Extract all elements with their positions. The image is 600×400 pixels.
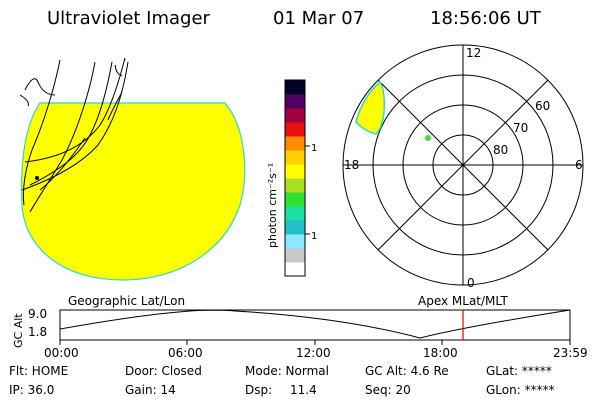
geographic-label: Geographic Lat/Lon [68,294,186,308]
status-glon: GLon: ***** [486,383,555,397]
status-gain: Gain: 14 [125,383,176,397]
status-glat: GLat: ***** [486,364,552,378]
mlt-label-18: 18 [344,158,359,172]
status-gcalt: GC Alt: 4.6 Re [365,364,449,378]
timeline-tick-0600: 06:00 [168,346,203,360]
colorbar-cell [285,220,305,235]
altitude-curve [59,309,571,339]
colorbar-cell [285,136,305,151]
auroral-image-region [21,102,246,281]
mlt-label-6: 6 [575,158,583,172]
timeline-axis-title: GC Alt [12,313,25,348]
timeline-ymin: 1.8 [28,325,47,339]
auroral-spot [425,135,431,141]
colorbar-cell [285,206,305,221]
status-dsp-label: Dsp: [245,383,273,397]
colorbar-cell [285,94,305,109]
timeline-tick-1800: 18:00 [423,346,458,360]
instrument-title: Ultraviolet Imager [47,8,210,29]
status-seq: Seq: 20 [365,383,411,397]
colorbar-tick-100: 100 [311,143,318,154]
auroral-oval-patch [355,80,385,135]
colorbar-cell [285,108,305,123]
date-label: 01 Mar 07 [273,8,365,29]
geographic-image [19,57,246,281]
mlat-label-70: 70 [513,121,528,135]
coastline-lines [19,57,129,213]
timeline-tick-2359: 23:59 [553,346,588,360]
timeline-tick-0000: 00:00 [44,346,79,360]
status-ip: IP: 36.0 [9,383,55,397]
colorbar-unit-label: photon cm⁻²s⁻¹ [266,163,279,248]
polar-grid [342,44,584,286]
color-scale: 100 10 photon cm⁻²s⁻¹ [266,79,318,277]
colorbar-cell [285,262,305,277]
polar-plot: 12 18 6 0 60 70 80 [342,44,584,290]
colorbar-cell [285,150,305,165]
color-scale-cells [285,80,305,277]
apex-label: Apex MLat/MLT [418,294,508,308]
timeline-tick-1200: 12:00 [296,346,331,360]
colorbar-tick-10: 10 [311,231,318,242]
colorbar-cell [285,192,305,207]
colorbar-cell [285,234,305,249]
colorbar-cell [285,248,305,263]
altitude-timeline: GC Alt 9.0 1.8 00:00 06:00 12:00 18:00 2… [12,307,588,360]
colorbar-cell [285,122,305,137]
colorbar-cell [285,80,305,95]
colorbar-cell [285,164,305,179]
status-door: Door: Closed [125,364,202,378]
mlat-label-60: 60 [535,99,550,113]
timeline-ymax: 9.0 [28,307,47,321]
time-label: 18:56:06 UT [430,8,541,29]
mlt-label-0: 0 [467,276,475,290]
mlat-label-80: 80 [493,143,508,157]
mlt-label-12: 12 [466,46,481,60]
status-mode: Mode: Normal [245,364,329,378]
status-dsp-value: 11.4 [290,383,317,397]
status-flt: Flt: HOME [9,364,69,378]
colorbar-cell [285,178,305,193]
